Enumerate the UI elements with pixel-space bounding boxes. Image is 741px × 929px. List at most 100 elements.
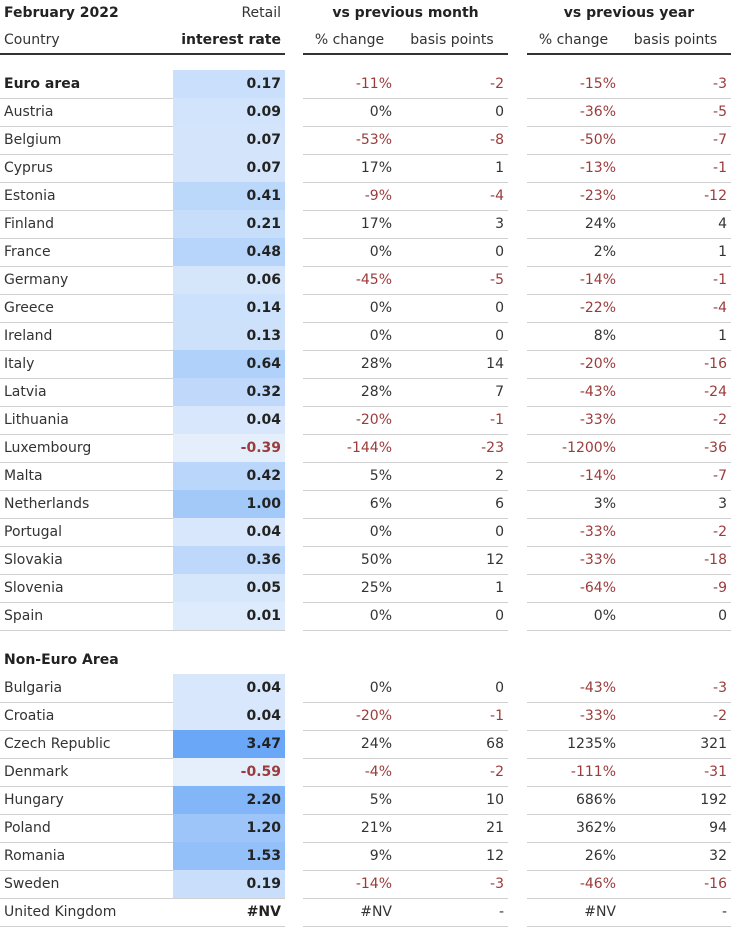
change-cell: 3 bbox=[718, 496, 727, 512]
country: Slovenia bbox=[4, 580, 64, 596]
rate-cell: 0.13 bbox=[173, 322, 285, 350]
change-cell: -3 bbox=[490, 876, 504, 892]
row-rule bbox=[303, 378, 508, 379]
row-rule bbox=[527, 602, 731, 603]
section-label: Euro area bbox=[4, 76, 81, 92]
rate-cell: 0.14 bbox=[173, 294, 285, 322]
change-cell: 28% bbox=[360, 384, 392, 400]
row-rule bbox=[0, 154, 285, 155]
country: Hungary bbox=[4, 792, 64, 808]
change-cell: -11% bbox=[355, 76, 392, 92]
country: Cyprus bbox=[4, 160, 53, 176]
rate-cell: 0.06 bbox=[173, 266, 285, 294]
row-rule bbox=[527, 266, 731, 267]
change-cell: - bbox=[498, 904, 504, 920]
rate-cell: 0.01 bbox=[173, 602, 285, 630]
change-cell: 94 bbox=[709, 820, 727, 836]
row-rule bbox=[0, 266, 285, 267]
row-rule bbox=[0, 350, 285, 351]
row-rule bbox=[303, 238, 508, 239]
country: Luxembourg bbox=[4, 440, 92, 456]
rate-cell: 0.36 bbox=[173, 546, 285, 574]
rate-header: Retail bbox=[241, 5, 281, 21]
row-rule bbox=[0, 434, 285, 435]
rate-cell: 0.64 bbox=[173, 350, 285, 378]
change-cell: -3 bbox=[713, 680, 727, 696]
change-cell: -5 bbox=[490, 272, 504, 288]
row-rule bbox=[527, 630, 731, 631]
country: Belgium bbox=[4, 132, 62, 148]
row-rule bbox=[0, 814, 285, 815]
row-rule bbox=[527, 574, 731, 575]
change-cell: -9% bbox=[364, 188, 392, 204]
row-rule bbox=[527, 378, 731, 379]
country-header: Country bbox=[4, 32, 60, 48]
rate-cell: 0.05 bbox=[173, 574, 285, 602]
country: Italy bbox=[4, 356, 35, 372]
group-header: vs previous year bbox=[563, 5, 695, 21]
row-rule bbox=[303, 630, 508, 631]
row-rule bbox=[303, 702, 508, 703]
row-rule bbox=[527, 182, 731, 183]
country: United Kingdom bbox=[4, 904, 117, 920]
country: Denmark bbox=[4, 764, 69, 780]
country: Ireland bbox=[4, 328, 53, 344]
change-cell: -23 bbox=[481, 440, 504, 456]
country: Austria bbox=[4, 104, 54, 120]
change-cell: #NV bbox=[360, 904, 392, 920]
change-cell: 686% bbox=[575, 792, 616, 808]
rate-cell: 0.04 bbox=[173, 702, 285, 730]
change-cell: -50% bbox=[579, 132, 616, 148]
row-rule bbox=[527, 434, 731, 435]
sub-header: % change bbox=[314, 32, 385, 48]
rate-cell: 0.41 bbox=[173, 182, 285, 210]
change-cell: -8 bbox=[490, 132, 504, 148]
change-cell: -2 bbox=[490, 764, 504, 780]
change-cell: -12 bbox=[704, 188, 727, 204]
change-cell: 12 bbox=[486, 848, 504, 864]
rate-cell: 0.04 bbox=[173, 674, 285, 702]
change-cell: -7 bbox=[713, 468, 727, 484]
change-cell: -16 bbox=[704, 876, 727, 892]
row-rule bbox=[527, 814, 731, 815]
change-cell: -2 bbox=[713, 524, 727, 540]
rate-cell: -0.39 bbox=[173, 434, 285, 462]
title: February 2022 bbox=[4, 5, 119, 21]
sub-header: basis points bbox=[410, 32, 494, 48]
change-cell: -4 bbox=[490, 188, 504, 204]
country: Greece bbox=[4, 300, 54, 316]
row-rule bbox=[527, 546, 731, 547]
rate-cell: 1.20 bbox=[173, 814, 285, 842]
row-rule bbox=[303, 322, 508, 323]
change-cell: 0 bbox=[718, 608, 727, 624]
change-cell: 0% bbox=[369, 524, 392, 540]
rate-cell: 0.32 bbox=[173, 378, 285, 406]
rate-cell: 1.53 bbox=[173, 842, 285, 870]
change-cell: 6% bbox=[369, 496, 392, 512]
change-cell: #NV bbox=[584, 904, 616, 920]
row-rule bbox=[0, 98, 285, 99]
row-rule bbox=[0, 126, 285, 127]
row-rule bbox=[527, 98, 731, 99]
change-cell: -33% bbox=[579, 412, 616, 428]
country: Poland bbox=[4, 820, 51, 836]
row-rule bbox=[303, 126, 508, 127]
change-cell: -2 bbox=[713, 708, 727, 724]
row-rule bbox=[303, 546, 508, 547]
change-cell: -1 bbox=[490, 708, 504, 724]
row-rule bbox=[0, 378, 285, 379]
change-cell: -36 bbox=[704, 440, 727, 456]
row-rule bbox=[303, 518, 508, 519]
row-rule bbox=[527, 842, 731, 843]
group-header: vs previous month bbox=[332, 5, 479, 21]
change-cell: 21% bbox=[360, 820, 392, 836]
change-cell: 0% bbox=[369, 300, 392, 316]
row-rule bbox=[0, 730, 285, 731]
change-cell: 3% bbox=[593, 496, 616, 512]
change-cell: -2 bbox=[490, 76, 504, 92]
row-rule bbox=[527, 870, 731, 871]
row-rule bbox=[0, 602, 285, 603]
change-cell: 0 bbox=[495, 680, 504, 696]
row-rule bbox=[0, 462, 285, 463]
row-rule bbox=[0, 518, 285, 519]
